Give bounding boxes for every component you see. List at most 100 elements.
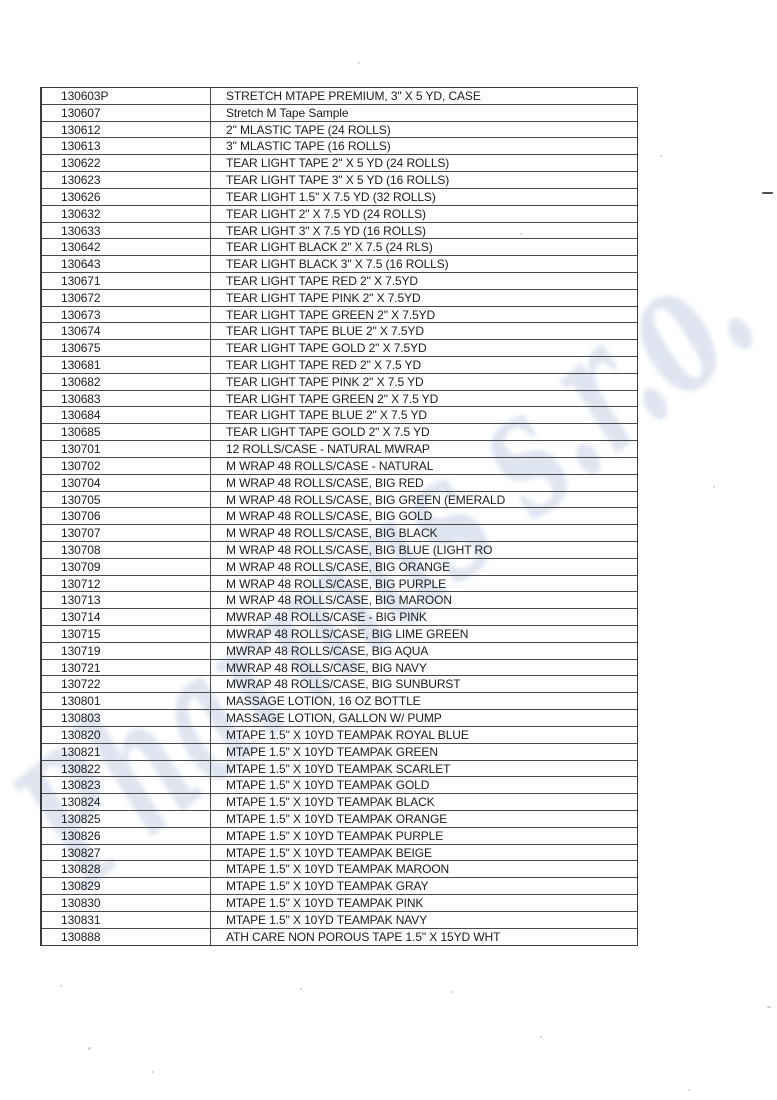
table-row: 130719 MWRAP 48 ROLLS/CASE, BIG AQUA [42,642,637,660]
table-row: 130671 TEAR LIGHT TAPE RED 2" X 7.5YD [42,272,637,290]
product-code-cell: 130714 [42,609,211,625]
product-description-cell: M WRAP 48 ROLLS/CASE, BIG RED [226,475,424,490]
product-code-cell: 130820 [42,726,211,743]
product-code-cell: 130712 [42,575,211,592]
product-code-cell: 130626 [42,188,211,205]
product-code-cell: 130603P [42,88,211,104]
product-description-cell: TEAR LIGHT 3" X 7.5 YD (16 ROLLS) [226,223,426,238]
product-description-cell: TEAR LIGHT TAPE 3" X 5 YD (16 ROLLS) [226,173,450,188]
table-row: 130825 MTAPE 1.5" X 10YD TEAMPAK ORANGE [42,810,637,828]
product-description-cell: TEAR LIGHT TAPE GREEN 2" X 7.5 YD [226,391,439,406]
scan-speck [88,1047,91,1050]
table-row: 130801 MASSAGE LOTION, 16 OZ BOTTLE [42,693,637,711]
table-row: 130830 MTAPE 1.5" X 10YD TEAMPAK PINK [42,895,637,912]
product-code-cell: 130674 [42,323,211,340]
product-code-cell: 130823 [42,777,211,794]
scan-speck [688,1089,690,1091]
product-code-cell: 130719 [42,642,211,659]
product-code-cell: 130623 [42,172,211,188]
product-code-cell: 130709 [42,558,211,575]
product-description-cell: TEAR LIGHT TAPE GREEN 2" X 7.5YD [226,307,436,322]
table-row: 130672 TEAR LIGHT TAPE PINK 2" X 7.5YD [42,289,637,307]
table-row: 130622 TEAR LIGHT TAPE 2" X 5 YD (24 ROL… [42,155,637,173]
product-code-cell: 130801 [42,693,211,710]
table-row: 130829 MTAPE 1.5" X 10YD TEAMPAK GRAY [42,878,637,895]
table-row: 130713 M WRAP 48 ROLLS/CASE, BIG MAROON [42,592,637,610]
product-description-cell: 12 ROLLS/CASE - NATURAL MWRAP [226,442,430,457]
product-description-cell: TEAR LIGHT 1.5" X 7.5 YD (32 ROLLS) [226,189,436,204]
scan-speck [452,991,454,993]
table-row: 130823 MTAPE 1.5" X 10YD TEAMPAK GOLD [42,777,637,795]
product-code-cell: 130607 [42,104,211,121]
scan-dash-artifact [762,192,773,194]
table-row: 130888 ATH CARE NON POROUS TAPE 1.5" X 1… [42,928,637,946]
product-code-cell: 130706 [42,508,211,525]
product-table: 130603P STRETCH MTAPE PREMIUM, 3" X 5 YD… [40,87,638,947]
product-description-cell: MTAPE 1.5" X 10YD TEAMPAK NAVY [226,912,428,927]
product-description-cell: MTAPE 1.5" X 10YD TEAMPAK BEIGE [226,845,432,860]
product-description-cell: MTAPE 1.5" X 10YD TEAMPAK PURPLE [226,828,444,843]
product-description-cell: MWRAP 48 ROLLS/CASE, BIG LIME GREEN [226,627,469,641]
product-description-cell: MWRAP 48 ROLLS/CASE, BIG NAVY [226,660,427,675]
product-code-cell: 130803 [42,710,211,726]
product-description-cell: ATH CARE NON POROUS TAPE 1.5" X 15YD WHT [226,929,501,944]
product-code-cell: 130705 [42,491,211,508]
product-code-cell: 130824 [42,794,211,810]
product-description-cell: MTAPE 1.5" X 10YD TEAMPAK MAROON [226,862,450,877]
product-code-cell: 130830 [42,895,211,911]
product-code-cell: 130612 [42,121,211,138]
product-description-cell: M WRAP 48 ROLLS/CASE, BIG BLACK [226,526,438,541]
product-description-cell: STRETCH MTAPE PREMIUM, 3" X 5 YD, CASE [226,89,481,103]
table-row: 130820 MTAPE 1.5" X 10YD TEAMPAK ROYAL B… [42,726,637,744]
scan-speck [358,62,360,64]
product-description-cell: Stretch M Tape Sample [226,105,349,120]
product-code-cell: 130633 [42,222,211,239]
table-row: 130709 M WRAP 48 ROLLS/CASE, BIG ORANGE [42,558,637,576]
product-description-cell: MWRAP 48 ROLLS/CASE, BIG SUNBURST [226,677,461,692]
product-description-cell: MWRAP 48 ROLLS/CASE - BIG PINK [226,610,427,625]
table-row: 130613 3" MLASTIC TAPE (16 ROLLS) [42,138,637,156]
table-row: 130822 MTAPE 1.5" X 10YD TEAMPAK SCARLET [42,760,637,778]
product-code-cell: 130713 [42,592,211,609]
product-description-cell: M WRAP 48 ROLLS/CASE, BIG MAROON [226,593,452,608]
product-description-cell: 2" MLASTIC TAPE (24 ROLLS) [226,122,391,137]
table-row: 130707 M WRAP 48 ROLLS/CASE, BIG BLACK [42,525,637,542]
table-row: 130603P STRETCH MTAPE PREMIUM, 3" X 5 YD… [42,88,637,105]
table-row: 130633 TEAR LIGHT 3" X 7.5 YD (16 ROLLS) [42,222,637,240]
product-description-cell: MTAPE 1.5" X 10YD TEAMPAK PINK [226,896,424,910]
product-description-cell: M WRAP 48 ROLLS/CASE, BIG BLUE (LIGHT RO [226,542,493,557]
scan-speck [60,985,62,987]
product-code-cell: 130721 [42,659,211,676]
product-code-cell: 130708 [42,541,211,558]
product-description-cell: TEAR LIGHT TAPE RED 2" X 7.5YD [226,273,418,288]
product-code-cell: 130829 [42,878,211,894]
table-row: 130685 TEAR LIGHT TAPE GOLD 2" X 7.5 YD [42,424,637,442]
product-code-cell: 130821 [42,743,211,760]
table-row: 130612 2" MLASTIC TAPE (24 ROLLS) [42,121,637,139]
product-code-cell: 130681 [42,357,211,373]
scan-speck [300,988,302,990]
product-code-cell: 130682 [42,373,211,390]
product-description-cell: TEAR LIGHT TAPE 2" X 5 YD (24 ROLLS) [226,156,450,171]
product-description-cell: TEAR LIGHT BLACK 3" X 7.5 (16 ROLLS) [226,257,449,272]
product-code-cell: 130684 [42,407,211,424]
product-code-cell: 130675 [42,340,211,356]
product-code-cell: 130825 [42,810,211,827]
product-code-cell: 130828 [42,861,211,878]
table-row: 130626 TEAR LIGHT 1.5" X 7.5 YD (32 ROLL… [42,188,637,206]
product-code-cell: 130826 [42,827,211,844]
product-code-cell: 130643 [42,256,211,272]
product-description-cell: M WRAP 48 ROLLS/CASE, BIG GOLD [226,509,433,524]
product-description-cell: TEAR LIGHT TAPE BLUE 2" X 7.5 YD [226,408,427,423]
product-description-cell: MWRAP 48 ROLLS/CASE, BIG AQUA [226,643,429,658]
table-row: 130721 MWRAP 48 ROLLS/CASE, BIG NAVY [42,659,637,677]
product-description-cell: 3" MLASTIC TAPE (16 ROLLS) [226,139,391,154]
product-code-cell: 130672 [42,289,211,306]
table-row: 130682 TEAR LIGHT TAPE PINK 2" X 7.5 YD [42,373,637,391]
table-row: 130607 Stretch M Tape Sample [42,104,637,122]
table-row: 130673 TEAR LIGHT TAPE GREEN 2" X 7.5YD [42,306,637,324]
product-code-cell: 130722 [42,676,211,693]
scan-speck [660,155,662,157]
product-description-cell: TEAR LIGHT TAPE GOLD 2" X 7.5YD [226,341,427,356]
